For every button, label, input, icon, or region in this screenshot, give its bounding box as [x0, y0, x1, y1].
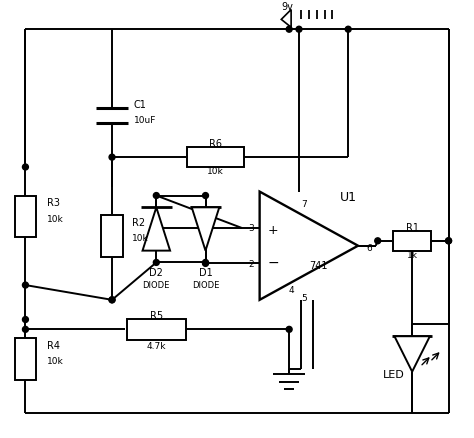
Polygon shape: [192, 208, 219, 251]
Text: 10k: 10k: [47, 214, 64, 223]
Text: 6: 6: [366, 244, 372, 253]
Bar: [101, 215, 123, 257]
Polygon shape: [281, 11, 291, 28]
Text: 10k: 10k: [207, 167, 224, 176]
Text: 3: 3: [248, 224, 254, 233]
Circle shape: [154, 260, 159, 266]
Circle shape: [446, 238, 452, 244]
Text: D1: D1: [199, 268, 212, 278]
Text: C1: C1: [134, 100, 146, 110]
Text: D2: D2: [149, 268, 163, 278]
Circle shape: [109, 297, 115, 303]
Text: 4.7k: 4.7k: [146, 341, 166, 350]
Text: R2: R2: [132, 218, 145, 228]
Text: U1: U1: [340, 191, 357, 204]
Polygon shape: [143, 208, 170, 251]
Circle shape: [202, 261, 209, 267]
Text: −: −: [268, 255, 279, 269]
Text: 1k: 1k: [407, 251, 418, 259]
Text: 9v: 9v: [281, 2, 293, 11]
Circle shape: [202, 260, 209, 266]
Text: LED: LED: [383, 369, 404, 379]
Text: DIODE: DIODE: [192, 280, 219, 289]
Text: 2: 2: [248, 259, 254, 268]
Circle shape: [345, 27, 351, 33]
Text: 10k: 10k: [132, 234, 148, 243]
Circle shape: [286, 27, 292, 33]
Circle shape: [446, 238, 452, 244]
Text: R3: R3: [47, 198, 60, 208]
Bar: [15, 196, 36, 237]
Text: R4: R4: [47, 340, 60, 350]
Text: R6: R6: [209, 139, 222, 149]
Polygon shape: [394, 336, 430, 372]
Text: 10k: 10k: [47, 357, 64, 365]
Text: 741: 741: [310, 261, 328, 271]
Text: 4: 4: [288, 286, 294, 295]
Text: R1: R1: [406, 223, 419, 233]
Text: DIODE: DIODE: [143, 280, 170, 289]
Bar: [393, 231, 431, 251]
Circle shape: [296, 27, 302, 33]
Circle shape: [22, 317, 28, 323]
Bar: [127, 319, 186, 340]
Circle shape: [154, 193, 159, 199]
Text: 10uF: 10uF: [134, 116, 156, 125]
Circle shape: [202, 193, 209, 199]
Circle shape: [109, 155, 115, 161]
Text: 7: 7: [301, 199, 307, 208]
Circle shape: [286, 327, 292, 332]
Circle shape: [109, 297, 115, 303]
Text: R5: R5: [150, 310, 163, 320]
Circle shape: [22, 283, 28, 288]
Polygon shape: [260, 192, 358, 300]
Circle shape: [22, 165, 28, 170]
Text: 5: 5: [301, 294, 307, 303]
Bar: [15, 339, 36, 380]
Circle shape: [22, 327, 28, 332]
Text: +: +: [268, 224, 279, 237]
Circle shape: [375, 238, 381, 244]
Bar: [187, 148, 244, 168]
